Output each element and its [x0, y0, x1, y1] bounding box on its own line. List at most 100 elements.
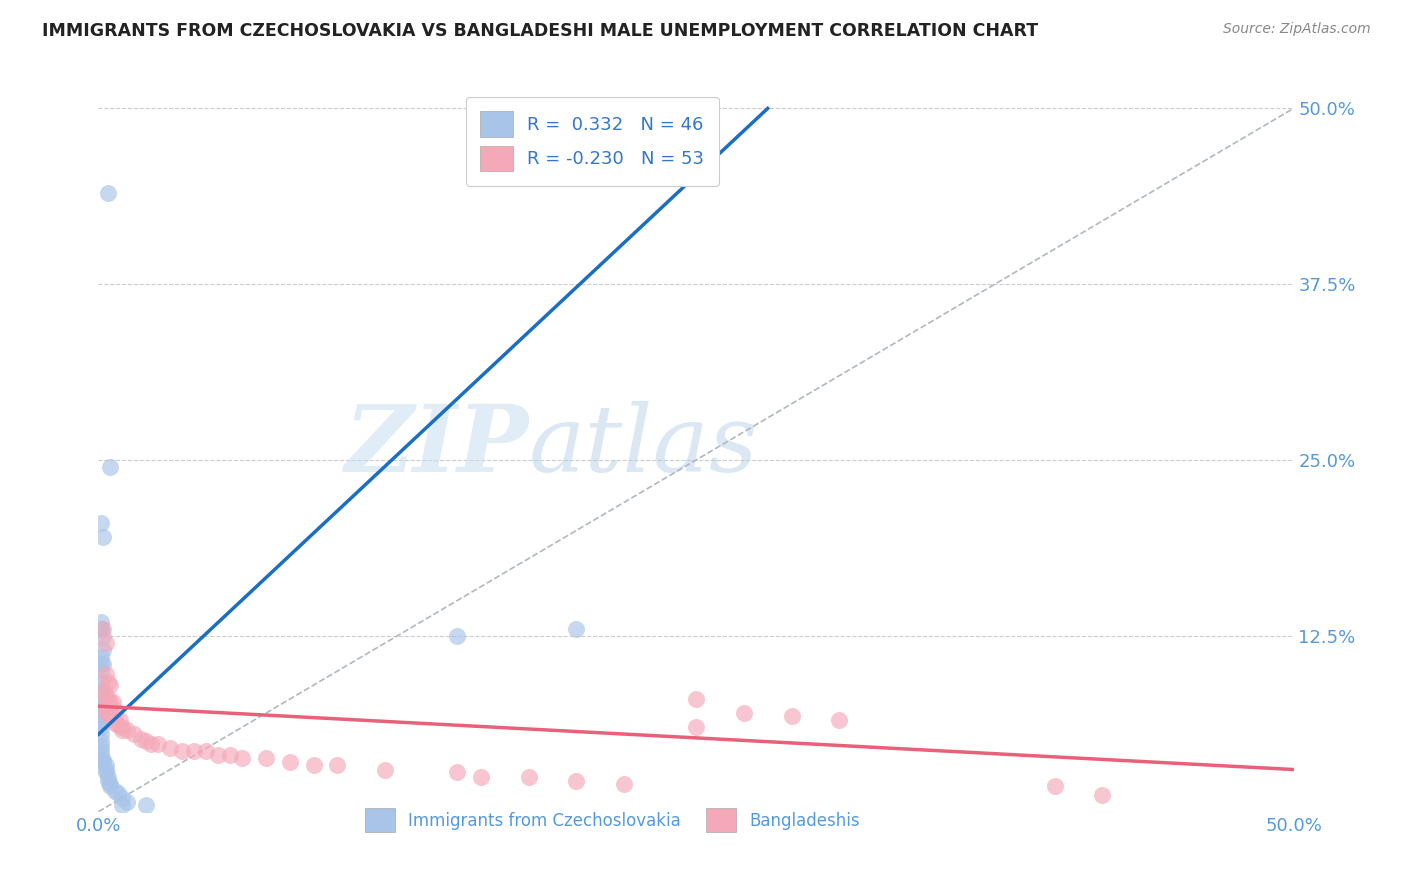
Point	[111, 797, 134, 812]
Point	[98, 709, 122, 723]
Point	[111, 723, 134, 738]
Point	[97, 675, 120, 690]
Point	[104, 783, 127, 797]
Point	[90, 615, 112, 629]
Point	[219, 748, 242, 763]
Point	[91, 629, 114, 643]
Point	[91, 657, 114, 671]
Point	[1091, 788, 1114, 802]
Point	[90, 690, 112, 704]
Point	[135, 797, 157, 812]
Point	[231, 751, 253, 765]
Point	[172, 744, 194, 758]
Legend: Immigrants from Czechoslovakia, Bangladeshis: Immigrants from Czechoslovakia, Banglade…	[353, 797, 872, 844]
Point	[446, 629, 468, 643]
Point	[107, 717, 129, 731]
Point	[98, 702, 122, 716]
Point	[195, 744, 218, 758]
Point	[90, 744, 112, 758]
Point	[90, 695, 112, 709]
Point	[115, 795, 138, 809]
Point	[97, 702, 120, 716]
Point	[94, 699, 117, 714]
Point	[446, 765, 468, 780]
Point	[94, 765, 117, 780]
Point	[94, 666, 117, 681]
Point	[90, 716, 112, 731]
Point	[104, 703, 127, 717]
Point	[90, 664, 112, 678]
Point	[90, 734, 112, 748]
Point	[90, 516, 112, 531]
Point	[91, 753, 114, 767]
Point	[97, 770, 120, 784]
Point	[90, 720, 112, 734]
Point	[90, 739, 112, 753]
Point	[207, 748, 229, 763]
Point	[91, 530, 114, 544]
Point	[326, 758, 349, 772]
Point	[91, 756, 114, 770]
Point	[90, 675, 112, 690]
Point	[98, 780, 122, 794]
Text: Source: ZipAtlas.com: Source: ZipAtlas.com	[1223, 22, 1371, 37]
Point	[115, 723, 138, 738]
Point	[90, 622, 112, 636]
Point	[90, 657, 112, 671]
Point	[135, 734, 157, 748]
Point	[104, 716, 127, 731]
Point	[470, 770, 492, 784]
Point	[374, 763, 396, 777]
Point	[91, 622, 114, 636]
Point	[90, 748, 112, 763]
Point	[565, 773, 588, 788]
Point	[94, 636, 117, 650]
Point	[90, 727, 112, 741]
Point	[685, 692, 707, 706]
Point	[101, 709, 124, 723]
Point	[90, 709, 112, 723]
Point	[98, 678, 122, 692]
Point	[278, 756, 301, 770]
Point	[90, 622, 112, 636]
Point	[104, 714, 127, 728]
Point	[159, 741, 181, 756]
Point	[94, 688, 117, 702]
Point	[613, 776, 636, 790]
Point	[111, 790, 134, 805]
Point	[90, 685, 112, 699]
Point	[183, 744, 205, 758]
Point	[124, 727, 146, 741]
Point	[97, 773, 120, 788]
Point	[98, 460, 122, 475]
Text: atlas: atlas	[529, 401, 758, 491]
Point	[108, 714, 131, 728]
Text: ZIP: ZIP	[344, 401, 529, 491]
Point	[101, 695, 124, 709]
Point	[98, 776, 122, 790]
Point	[90, 703, 112, 717]
Point	[90, 714, 112, 728]
Point	[91, 643, 114, 657]
Point	[302, 758, 325, 772]
Point	[565, 622, 588, 636]
Point	[90, 681, 112, 695]
Point	[131, 731, 153, 746]
Point	[97, 692, 120, 706]
Point	[685, 720, 707, 734]
Point	[90, 650, 112, 665]
Point	[733, 706, 755, 721]
Point	[94, 706, 117, 721]
Point	[517, 770, 540, 784]
Point	[94, 763, 117, 777]
Text: IMMIGRANTS FROM CZECHOSLOVAKIA VS BANGLADESHI MALE UNEMPLOYMENT CORRELATION CHAR: IMMIGRANTS FROM CZECHOSLOVAKIA VS BANGLA…	[42, 22, 1038, 40]
Point	[1043, 780, 1066, 794]
Point	[139, 737, 162, 751]
Point	[107, 787, 129, 801]
Point	[780, 709, 803, 723]
Point	[94, 758, 117, 772]
Point	[98, 695, 122, 709]
Point	[254, 751, 277, 765]
Point	[828, 714, 851, 728]
Point	[97, 186, 120, 200]
